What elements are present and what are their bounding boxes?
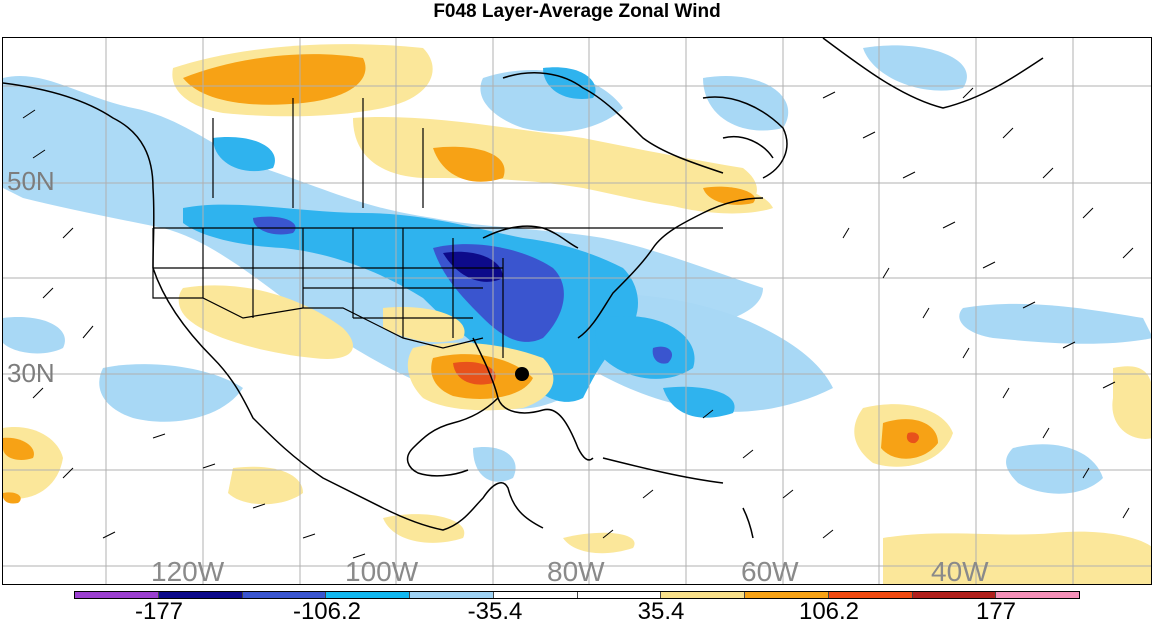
wind-barbs (22, 87, 1134, 559)
colorbar-segment (996, 592, 1079, 598)
colorbar-segment (745, 592, 829, 598)
colorbar-segment (493, 592, 578, 598)
colorbar-segment (75, 592, 159, 598)
lon-label-80w: 80W (547, 556, 605, 585)
colorbar-segment (661, 592, 745, 598)
coastlines (3, 38, 1044, 539)
colorbar-label-neg106: -106.2 (292, 598, 362, 625)
wind-map (3, 38, 1151, 584)
colorbar-label-pos177: 177 (975, 598, 1017, 625)
political-borders (152, 98, 723, 358)
colorbar-segment (242, 592, 327, 598)
lon-label-100w: 100W (345, 556, 419, 585)
location-marker (515, 367, 529, 381)
colorbar-segment (410, 592, 494, 598)
lon-label-40w: 40W (931, 556, 989, 585)
map-title: F048 Layer-Average Zonal Wind (433, 1, 721, 22)
colorbar-label-pos106: 106.2 (798, 598, 860, 625)
colorbar-segment (828, 592, 913, 598)
map-panel: 50N 30N 120W 100W 80W 60W 40W (2, 37, 1152, 585)
colorbar-segment (158, 592, 243, 598)
colorbar (74, 591, 1080, 599)
graticule (3, 38, 1151, 584)
lat-label-50n: 50N (7, 166, 55, 196)
lat-label-30n: 30N (7, 358, 55, 388)
colorbar-segment (326, 592, 410, 598)
colorbar-label-neg177: -177 (134, 598, 184, 625)
colorbar-segment (577, 592, 662, 598)
colorbar-label-neg35: -35.4 (467, 598, 523, 625)
lon-label-60w: 60W (741, 556, 799, 585)
shaded-field (3, 44, 1151, 584)
colorbar-label-pos35: 35.4 (637, 598, 685, 625)
lon-label-120w: 120W (151, 556, 225, 585)
colorbar-segment (912, 592, 997, 598)
